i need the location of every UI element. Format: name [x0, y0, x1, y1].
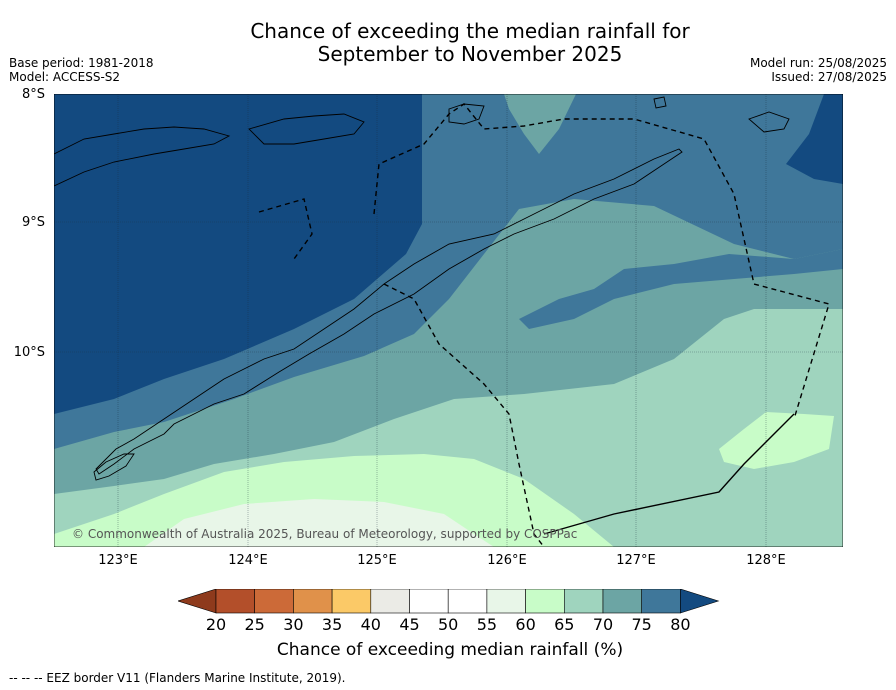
coastlines	[54, 96, 790, 481]
graticule	[54, 94, 843, 547]
colorbar-tick-label: 30	[283, 615, 304, 634]
colorbar-tick-label: 45	[399, 615, 420, 634]
meta-left: Base period: 1981-2018 Model: ACCESS-S2	[9, 56, 154, 84]
issued-date: Issued: 27/08/2025	[771, 70, 887, 84]
model-name: Model: ACCESS-S2	[9, 70, 121, 84]
colorbar-swatch	[370, 589, 410, 614]
colorbar-tick-label: 50	[438, 615, 459, 634]
model-run: Model run: 25/08/2025	[749, 56, 887, 70]
timor-coast	[95, 148, 683, 475]
lon-label-126e: 126°E	[487, 553, 527, 568]
zone-75-80-east	[786, 94, 843, 184]
zone-55-60-east	[719, 412, 834, 469]
colorbar-swatch	[409, 589, 449, 614]
babar-coast	[748, 111, 790, 133]
colorbar-swatch	[447, 589, 488, 614]
zone-70-75-tongue	[519, 249, 843, 329]
alor-coast	[248, 113, 365, 145]
colorbar-tick-label: 25	[244, 615, 265, 634]
lat-label-9s: 9°S	[21, 215, 45, 230]
colorbar-swatch	[525, 589, 565, 614]
colorbar-tick-label: 70	[592, 615, 614, 634]
copyright-text: © Commonwealth of Australia 2025, Bureau…	[72, 527, 577, 541]
lon-label-124e: 124°E	[228, 553, 268, 568]
zone-50-55	[144, 499, 494, 547]
meta-right: Model run: 25/08/2025 Issued: 27/08/2025	[750, 56, 887, 84]
lon-label-123e: 123°E	[98, 553, 138, 568]
map-title: Chance of exceeding the median rainfall …	[150, 20, 790, 66]
colorbar-swatch	[641, 589, 681, 614]
colorbar-swatch	[486, 589, 526, 614]
island-small	[653, 96, 667, 109]
eez-footnote: -- -- -- EEZ border V11 (Flanders Marine…	[9, 671, 346, 685]
rainfall-map: © Commonwealth of Australia 2025, Bureau…	[54, 94, 843, 547]
rote-coast	[93, 453, 135, 481]
lon-label-127e: 127°E	[616, 553, 656, 568]
lat-label-10s: 10°S	[13, 345, 45, 360]
border-solid	[543, 413, 795, 535]
colorbar-swatch	[331, 589, 372, 614]
colorbar-swatch	[254, 589, 294, 614]
colorbar-swatch	[293, 589, 333, 614]
colorbar-tick-label: 55	[476, 615, 498, 634]
eez-border	[258, 103, 830, 547]
title-line-1: Chance of exceeding the median rainfall …	[250, 19, 690, 43]
colorbar-tick-label: 80	[670, 615, 691, 634]
lon-label-128e: 128°E	[746, 553, 786, 568]
colorbar-tick-label: 40	[360, 615, 381, 634]
colorbar-swatch	[602, 589, 643, 614]
zone-65-70-north	[504, 94, 576, 154]
lon-label-125e: 125°E	[357, 553, 397, 568]
colorbar-extend-low	[178, 589, 217, 614]
colorbar-label: Chance of exceeding median rainfall (%)	[276, 640, 624, 660]
colorbar-swatch	[215, 589, 256, 614]
colorbar-tick-label: 75	[631, 615, 652, 634]
colorbar-swatch	[563, 589, 604, 614]
lat-label-8s: 8°S	[21, 87, 45, 102]
colorbar-tick-label: 35	[321, 615, 343, 634]
flores-coast	[54, 126, 231, 187]
base-period: Base period: 1981-2018	[9, 56, 154, 70]
colorbar-tick-label: 60	[515, 615, 536, 634]
zone-75-80-west	[54, 94, 422, 414]
title-line-2: September to November 2025	[317, 42, 623, 66]
colorbar-tick-label: 65	[554, 615, 575, 634]
colorbar	[178, 589, 720, 614]
colorbar-tick-label: 20	[205, 615, 227, 634]
colorbar-extend-high	[680, 589, 720, 614]
